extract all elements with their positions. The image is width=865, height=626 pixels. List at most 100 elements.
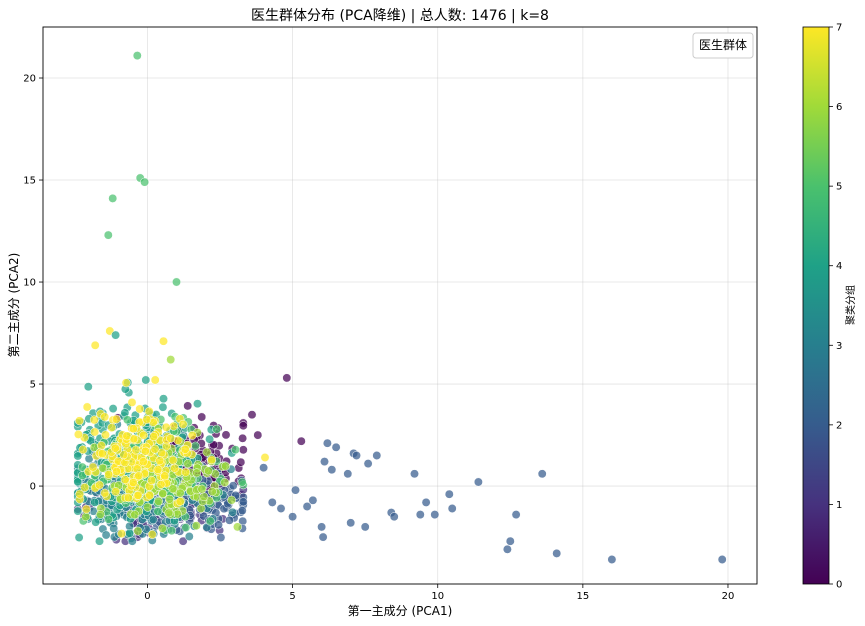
- colorbar-label: 聚类分组: [844, 285, 857, 325]
- data-point: [149, 432, 159, 442]
- data-point: [415, 510, 425, 520]
- data-point: [157, 523, 167, 533]
- data-point: [191, 521, 201, 531]
- data-point: [238, 497, 248, 507]
- data-point: [322, 438, 332, 448]
- data-point: [178, 419, 188, 429]
- data-point: [80, 483, 90, 492]
- data-point: [173, 435, 183, 445]
- colorbar-tick-label: 3: [836, 341, 842, 352]
- data-point: [140, 446, 150, 456]
- data-point: [88, 462, 98, 472]
- data-point: [109, 523, 119, 533]
- data-point: [302, 502, 312, 511]
- data-point: [228, 507, 238, 517]
- colorbar-ticks: 0 1 2 3 4 5 6 7: [829, 23, 842, 591]
- data-point: [139, 430, 149, 440]
- data-point: [89, 415, 99, 425]
- data-point: [444, 489, 454, 499]
- data-point: [103, 230, 113, 240]
- colorbar-tick-label: 4: [836, 261, 842, 272]
- data-point: [197, 412, 207, 422]
- colorbar-tick-label: 5: [836, 182, 842, 193]
- data-point: [260, 453, 270, 462]
- legend-box: [692, 32, 754, 59]
- data-point: [253, 430, 263, 440]
- data-point: [296, 436, 306, 446]
- data-point: [111, 487, 121, 497]
- data-point: [142, 415, 152, 424]
- data-point: [233, 522, 242, 532]
- data-point: [175, 497, 185, 506]
- data-point: [154, 496, 164, 506]
- data-point: [122, 431, 132, 441]
- data-point: [308, 495, 318, 505]
- data-point: [95, 480, 104, 490]
- data-point: [220, 478, 230, 487]
- data-point: [231, 445, 240, 455]
- data-point: [81, 504, 91, 514]
- data-point: [167, 526, 177, 536]
- data-point: [238, 433, 248, 443]
- data-point: [127, 397, 137, 407]
- data-point: [110, 443, 120, 453]
- data-point: [259, 463, 269, 473]
- data-point: [473, 477, 483, 487]
- data-point: [97, 449, 107, 459]
- data-point: [318, 532, 328, 542]
- data-point: [74, 533, 84, 542]
- data-point: [73, 506, 83, 516]
- data-point: [90, 427, 100, 437]
- data-point: [221, 430, 231, 440]
- plot-frame: [42, 26, 758, 585]
- data-point: [73, 451, 83, 461]
- data-point: [108, 193, 118, 203]
- colorbar-gradient: [802, 26, 830, 585]
- data-point: [447, 504, 457, 513]
- data-point: [143, 502, 153, 512]
- data-point: [717, 555, 727, 564]
- data-point: [184, 532, 194, 541]
- data-point: [91, 517, 101, 527]
- data-point: [346, 518, 356, 528]
- data-point: [150, 375, 160, 385]
- data-point: [134, 471, 144, 481]
- data-point: [221, 461, 231, 471]
- x-tick-label: 15: [576, 591, 589, 602]
- data-point: [282, 373, 292, 383]
- data-point: [95, 536, 104, 546]
- data-point: [141, 375, 151, 385]
- data-point: [511, 510, 521, 520]
- data-point: [236, 457, 246, 467]
- data-point: [175, 488, 185, 498]
- data-point: [207, 487, 217, 497]
- data-point: [237, 477, 247, 487]
- data-point: [73, 429, 83, 439]
- y-tick-label: 20: [23, 74, 36, 85]
- data-point: [238, 445, 248, 455]
- data-point: [101, 530, 111, 540]
- data-point: [181, 523, 191, 533]
- data-point: [168, 484, 178, 494]
- data-point: [104, 470, 114, 479]
- data-point: [205, 516, 215, 526]
- data-point: [172, 277, 181, 287]
- data-point: [128, 424, 138, 434]
- data-point: [132, 51, 142, 61]
- data-point: [120, 475, 130, 485]
- data-point: [180, 444, 190, 454]
- data-point: [410, 469, 419, 479]
- data-point: [237, 506, 247, 516]
- data-point: [537, 469, 547, 479]
- data-point: [190, 441, 200, 451]
- y-tick-label: 0: [30, 482, 36, 493]
- data-point: [421, 497, 431, 507]
- data-point: [288, 512, 298, 522]
- data-point: [101, 430, 110, 440]
- data-point: [343, 469, 353, 479]
- colorbar-tick-label: 1: [836, 500, 842, 511]
- data-point: [203, 466, 213, 476]
- x-tick-label: 0: [144, 591, 150, 602]
- data-point: [138, 457, 148, 467]
